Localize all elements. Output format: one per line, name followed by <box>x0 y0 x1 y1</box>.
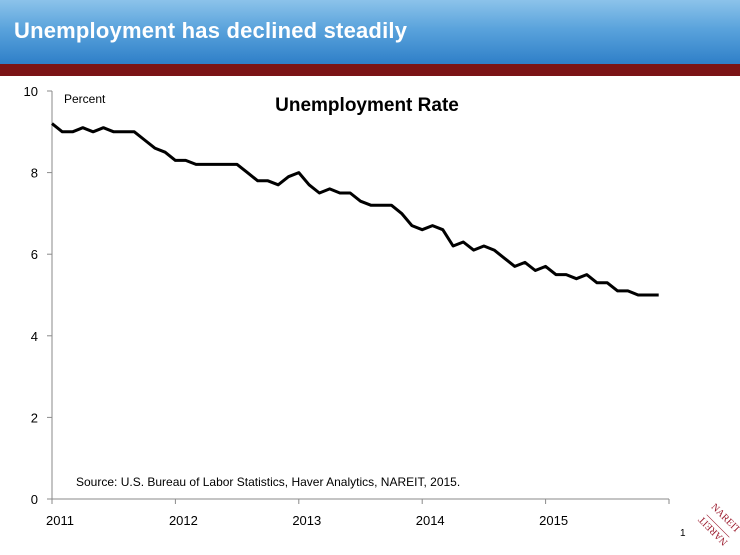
data-point <box>431 224 434 227</box>
data-point <box>256 179 259 182</box>
data-point <box>606 281 609 284</box>
y-tick-label: 2 <box>31 410 38 425</box>
data-point <box>554 273 557 276</box>
data-point <box>246 171 249 174</box>
data-point <box>513 265 516 268</box>
data-point <box>462 241 465 244</box>
data-point <box>482 245 485 248</box>
data-point <box>626 289 629 292</box>
data-point <box>369 204 372 207</box>
data-point <box>585 273 588 276</box>
data-point <box>164 151 167 154</box>
data-point <box>400 212 403 215</box>
data-point <box>534 269 537 272</box>
data-point <box>81 126 84 129</box>
data-point <box>359 200 362 203</box>
data-point <box>421 228 424 231</box>
slide-header: Unemployment has declined steadily <box>0 0 740 64</box>
data-point <box>123 130 126 133</box>
x-tick-label: 2013 <box>292 513 321 528</box>
data-point <box>380 204 383 207</box>
unemployment-rate-line <box>51 122 659 297</box>
x-axis-ticks: 2011 2012 2013 2014 2015 <box>46 499 670 528</box>
source-note: Source: U.S. Bureau of Labor Statistics,… <box>76 475 460 489</box>
data-point <box>92 130 95 133</box>
data-point <box>71 130 74 133</box>
y-tick-label: 8 <box>31 166 38 181</box>
nareit-logo: NAREIT NAREIT <box>697 502 740 548</box>
data-point <box>133 130 136 133</box>
data-point <box>637 294 640 297</box>
data-point <box>328 187 331 190</box>
slide-title: Unemployment has declined steadily <box>14 18 408 43</box>
page-number: 1 <box>680 528 686 539</box>
y-tick-label: 4 <box>31 329 38 344</box>
y-axis-label: Percent <box>64 92 106 106</box>
data-point <box>308 183 311 186</box>
series-group <box>51 122 660 297</box>
data-point <box>236 163 239 166</box>
data-point <box>297 171 300 174</box>
data-point <box>215 163 218 166</box>
data-point <box>225 163 228 166</box>
data-point <box>174 159 177 162</box>
data-point <box>544 265 547 268</box>
x-tick-label: 2014 <box>416 513 445 528</box>
data-point <box>195 163 198 166</box>
data-point <box>338 192 341 195</box>
x-tick-label: 2015 <box>539 513 568 528</box>
data-point <box>472 249 475 252</box>
y-axis-ticks: 0 2 4 6 8 10 <box>24 84 52 507</box>
data-point <box>503 257 506 260</box>
data-point <box>287 175 290 178</box>
data-point <box>565 273 568 276</box>
data-point <box>390 204 393 207</box>
data-point <box>410 224 413 227</box>
x-tick-label: 2011 <box>46 513 74 528</box>
data-point <box>277 183 280 186</box>
header-accent-bar <box>0 64 740 76</box>
x-tick-label: 2012 <box>169 513 198 528</box>
data-point <box>51 122 54 125</box>
data-point <box>318 192 321 195</box>
data-point <box>493 249 496 252</box>
data-point <box>266 179 269 182</box>
y-tick-label: 0 <box>31 492 38 507</box>
data-point <box>647 294 650 297</box>
data-point <box>205 163 208 166</box>
data-point <box>112 130 115 133</box>
data-point <box>143 139 146 142</box>
data-point <box>616 289 619 292</box>
chart-title: Unemployment Rate <box>275 95 459 116</box>
y-tick-label: 6 <box>31 247 38 262</box>
chart-axes <box>51 91 669 500</box>
data-point <box>452 245 455 248</box>
data-point <box>657 294 660 297</box>
data-point <box>102 126 105 129</box>
data-point <box>61 130 64 133</box>
data-point <box>184 159 187 162</box>
data-point <box>575 277 578 280</box>
data-point <box>524 261 527 264</box>
data-point <box>153 147 156 150</box>
y-tick-label: 10 <box>24 84 38 99</box>
data-point <box>596 281 599 284</box>
data-point <box>441 228 444 231</box>
data-point <box>349 192 352 195</box>
